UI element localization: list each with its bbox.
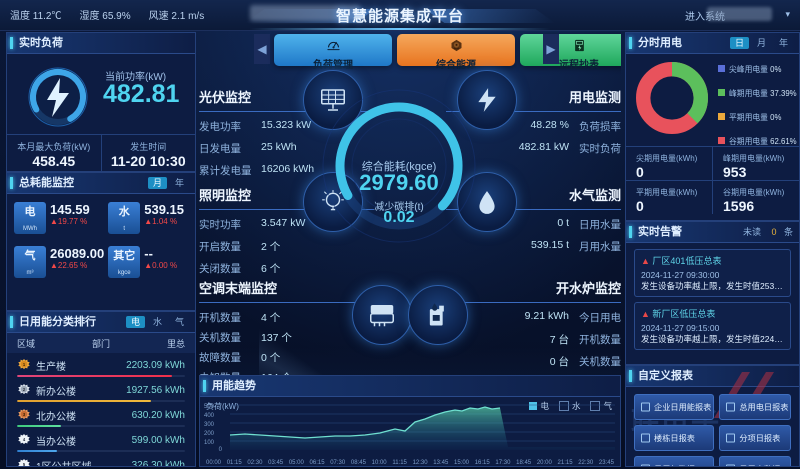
svg-text:0: 0	[219, 447, 223, 453]
svg-text:300: 300	[204, 422, 215, 428]
svg-text:100: 100	[204, 440, 215, 446]
svg-text:500: 500	[204, 404, 215, 410]
svg-text:400: 400	[204, 413, 215, 419]
svg-text:200: 200	[204, 431, 215, 437]
